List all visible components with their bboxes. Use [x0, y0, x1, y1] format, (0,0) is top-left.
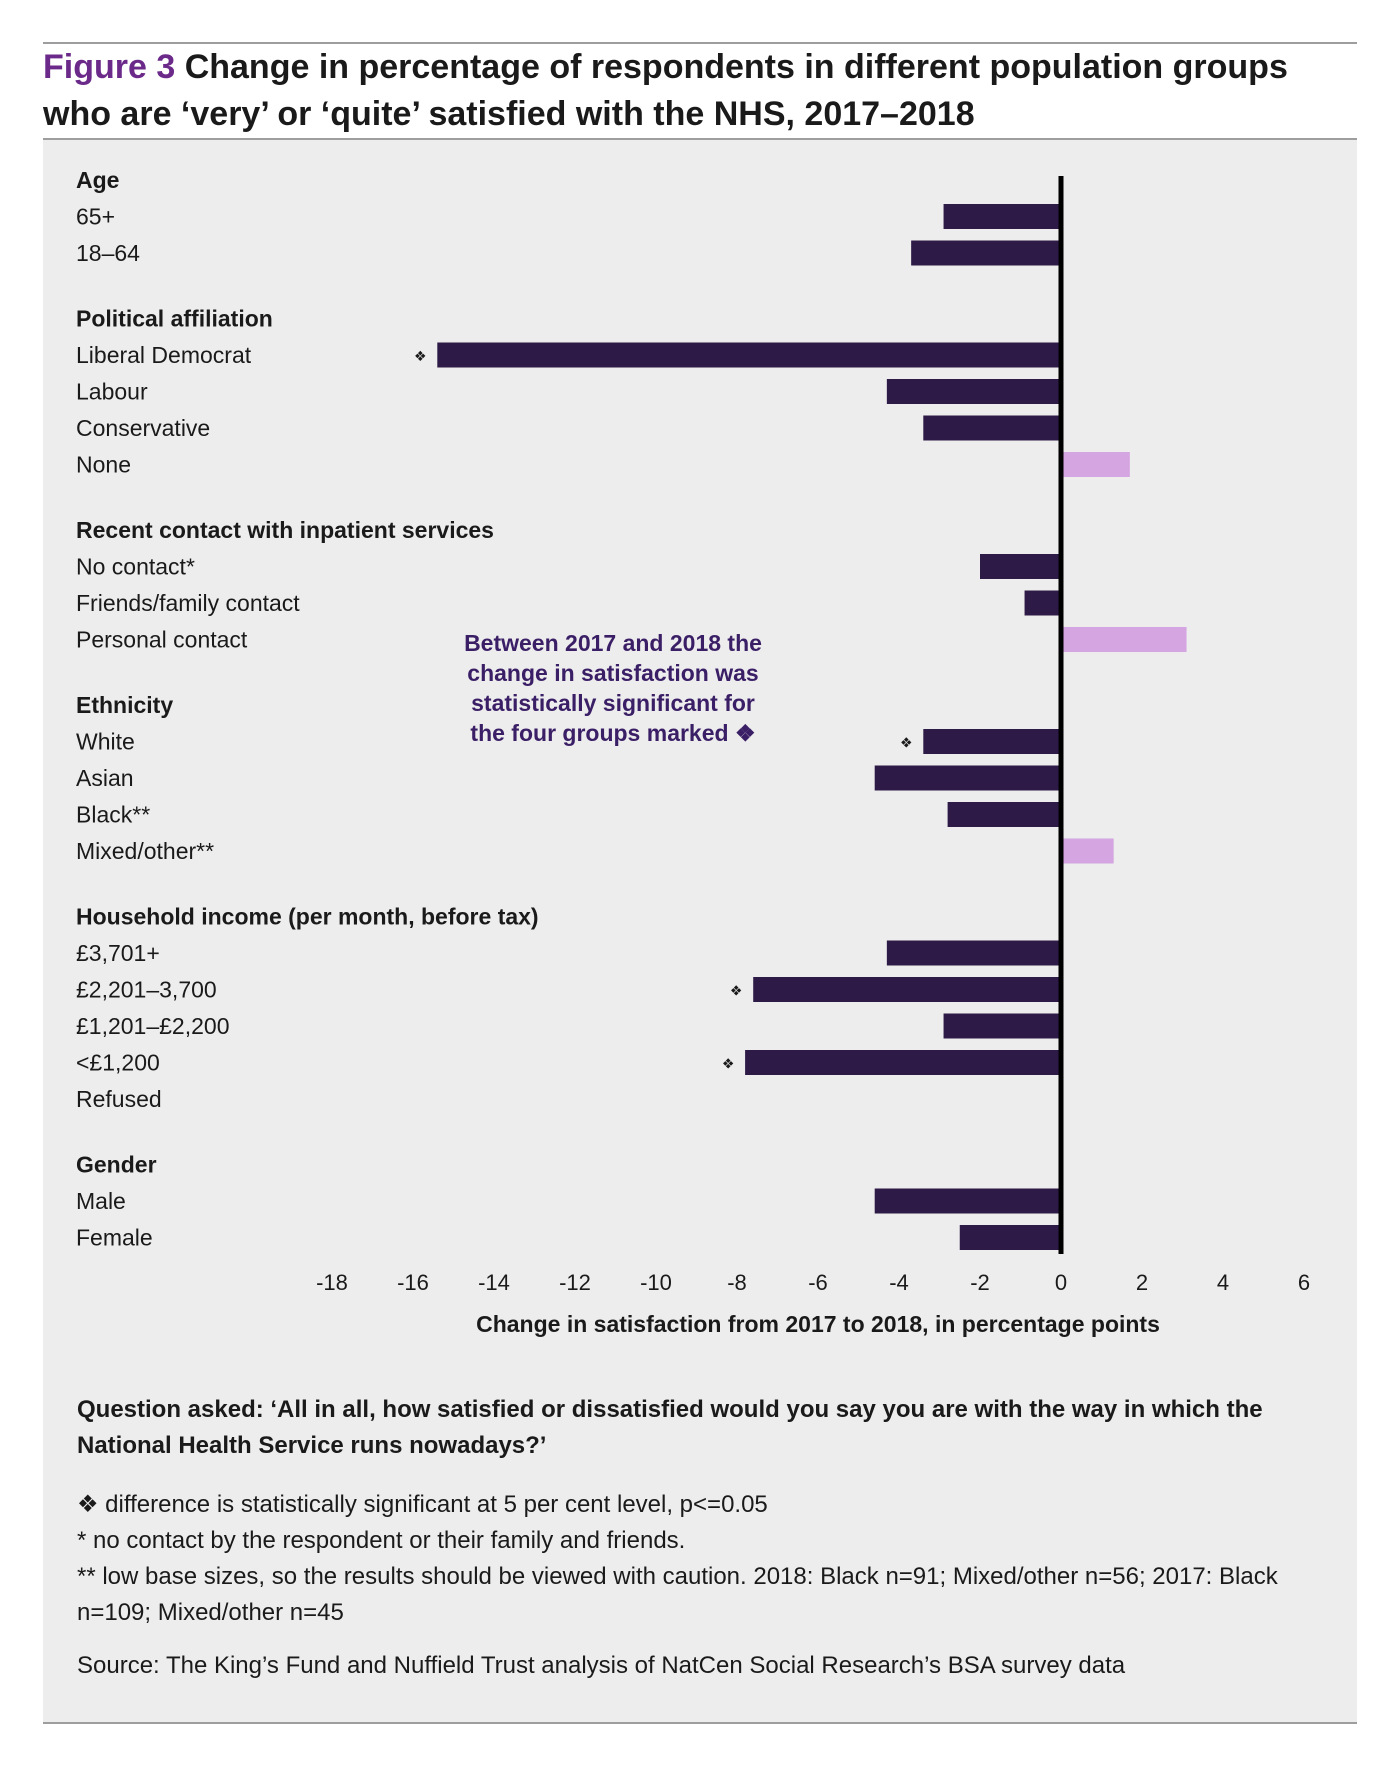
bar — [1061, 838, 1114, 864]
category-label: Conservative — [76, 415, 210, 441]
group-heading: Ethnicity — [76, 692, 173, 718]
figure-title-text: Change in percentage of respondents in d… — [43, 48, 1288, 133]
category-label: Black** — [76, 802, 150, 828]
bar — [959, 1225, 1061, 1250]
x-tick-label: -14 — [478, 1270, 510, 1295]
category-label: Asian — [76, 765, 134, 791]
category-label: £3,701+ — [76, 940, 160, 966]
significance-marker: ❖ — [414, 349, 427, 365]
category-label: Friends/family contact — [76, 590, 300, 616]
bar — [943, 204, 1061, 229]
footnote-significance: ❖ difference is statistically significan… — [77, 1491, 768, 1518]
category-label: Female — [76, 1225, 153, 1251]
bar — [753, 977, 1061, 1002]
x-tick-label: -16 — [397, 1270, 429, 1295]
figure-label: Figure 3 — [43, 48, 176, 86]
bar — [1061, 452, 1130, 477]
group-heading: Recent contact with inpatient services — [76, 517, 494, 543]
title-rule — [43, 138, 1357, 140]
bar — [923, 729, 1061, 754]
bottom-rule — [43, 1722, 1357, 1724]
x-tick-label: -10 — [640, 1270, 672, 1295]
bar — [943, 1013, 1061, 1039]
bar — [1061, 627, 1187, 652]
source-note: Source: The King’s Fund and Nuffield Tru… — [77, 1652, 1126, 1679]
footnote-no-contact: * no contact by the respondent or their … — [77, 1527, 686, 1554]
chart-panel: Age 65+ 18–64 Political affiliation Liberal … — [43, 140, 1357, 1722]
bar — [1024, 590, 1061, 616]
figure-title: Figure 3 Change in percentage of respond… — [43, 44, 1343, 138]
category-label: White — [76, 729, 135, 755]
x-tick-label: 0 — [1055, 1270, 1067, 1295]
x-tick-label: -12 — [559, 1270, 591, 1295]
category-label: No contact* — [76, 554, 195, 580]
significance-marker: ❖ — [722, 1057, 735, 1073]
category-label: Refused — [76, 1086, 162, 1112]
x-tick-label: 6 — [1298, 1270, 1310, 1295]
bar — [886, 379, 1061, 404]
bar — [437, 342, 1061, 368]
category-label: Mixed/other** — [76, 838, 214, 864]
category-label: Liberal Democrat — [76, 342, 252, 368]
significance-callout: Between 2017 and 2018 the change in sati… — [464, 630, 762, 746]
group-heading: Age — [76, 167, 119, 193]
bar — [947, 802, 1061, 827]
group-heading: Household income (per month, before tax) — [76, 904, 539, 930]
x-tick-label: 4 — [1217, 1270, 1229, 1295]
category-label: Male — [76, 1188, 126, 1214]
category-label: 18–64 — [76, 240, 140, 266]
bar — [980, 554, 1061, 579]
x-axis-title: Change in satisfaction from 2017 to 2018… — [476, 1311, 1160, 1337]
x-tick-label: -8 — [727, 1270, 747, 1295]
bar-chart: Age 65+ 18–64 Political affiliation Liberal … — [76, 167, 1310, 1337]
x-tick-label: -18 — [316, 1270, 348, 1295]
x-tick-label: -2 — [970, 1270, 990, 1295]
bar — [923, 415, 1061, 441]
significance-marker: ❖ — [730, 984, 743, 1000]
category-label: Personal contact — [76, 627, 248, 653]
significance-marker: ❖ — [900, 736, 913, 752]
x-tick-label: 2 — [1136, 1270, 1148, 1295]
category-label: Labour — [76, 379, 148, 405]
bar — [745, 1050, 1061, 1075]
bar — [911, 240, 1061, 266]
bar — [886, 940, 1061, 966]
bar — [874, 765, 1061, 791]
x-tick-label: -4 — [889, 1270, 909, 1295]
top-rule — [43, 42, 1357, 44]
group-heading: Political affiliation — [76, 306, 273, 332]
category-label: £1,201–£2,200 — [76, 1013, 230, 1039]
category-label: <£1,200 — [76, 1050, 160, 1076]
category-label: None — [76, 452, 131, 478]
group-heading: Gender — [76, 1152, 157, 1178]
footnotes: ❖ difference is statistically significan… — [77, 1487, 1337, 1631]
survey-question: Question asked: ‘All in all, how satisfi… — [77, 1396, 1263, 1459]
category-label: 65+ — [76, 204, 115, 230]
x-tick-label: -6 — [808, 1270, 828, 1295]
bar — [874, 1188, 1061, 1214]
footnote-low-base: ** low base sizes, so the results should… — [77, 1563, 1278, 1626]
category-label: £2,201–3,700 — [76, 977, 217, 1003]
